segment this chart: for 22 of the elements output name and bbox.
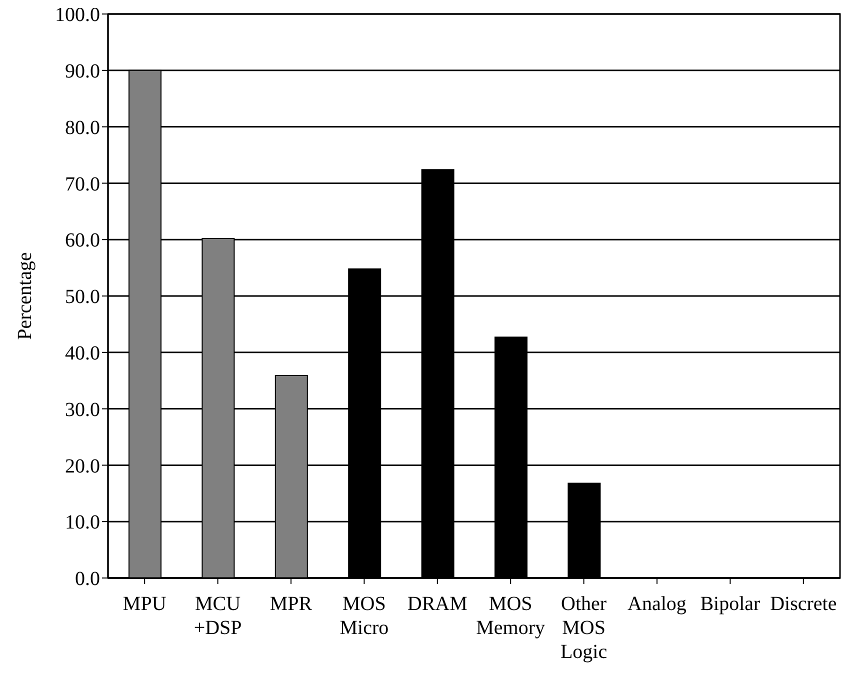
x-tick-label: MPU (122, 593, 167, 615)
x-tick-label: MCU +DSP (194, 593, 242, 639)
y-axis-title: Percentage (14, 252, 36, 340)
y-tick-label: 30.0 (65, 398, 100, 421)
y-tick-label: 70.0 (65, 173, 100, 196)
y-tick-label: 0.0 (75, 568, 100, 590)
y-tick-label: 80.0 (65, 116, 100, 139)
y-tick-label: 10.0 (65, 512, 100, 534)
y-tick-label: 50.0 (65, 286, 100, 308)
y-tick-label: 40.0 (65, 342, 100, 364)
x-tick-label: DRAM (407, 593, 468, 615)
x-tick-label: Other MOS Logic (560, 593, 608, 663)
y-tick-label: 20.0 (65, 455, 100, 478)
x-tick-label: MOS Micro (340, 593, 389, 639)
x-tick-label: Discrete (770, 593, 837, 615)
x-tick-label: MOS Memory (476, 593, 546, 639)
x-tick-label: MPR (270, 593, 313, 615)
x-tick-label: Analog (628, 593, 686, 615)
y-tick-label: 60.0 (65, 230, 100, 252)
x-tick-label: Bipolar (700, 593, 761, 615)
y-tick-label: 100.0 (55, 4, 100, 26)
y-tick-label: 90.0 (65, 60, 100, 82)
